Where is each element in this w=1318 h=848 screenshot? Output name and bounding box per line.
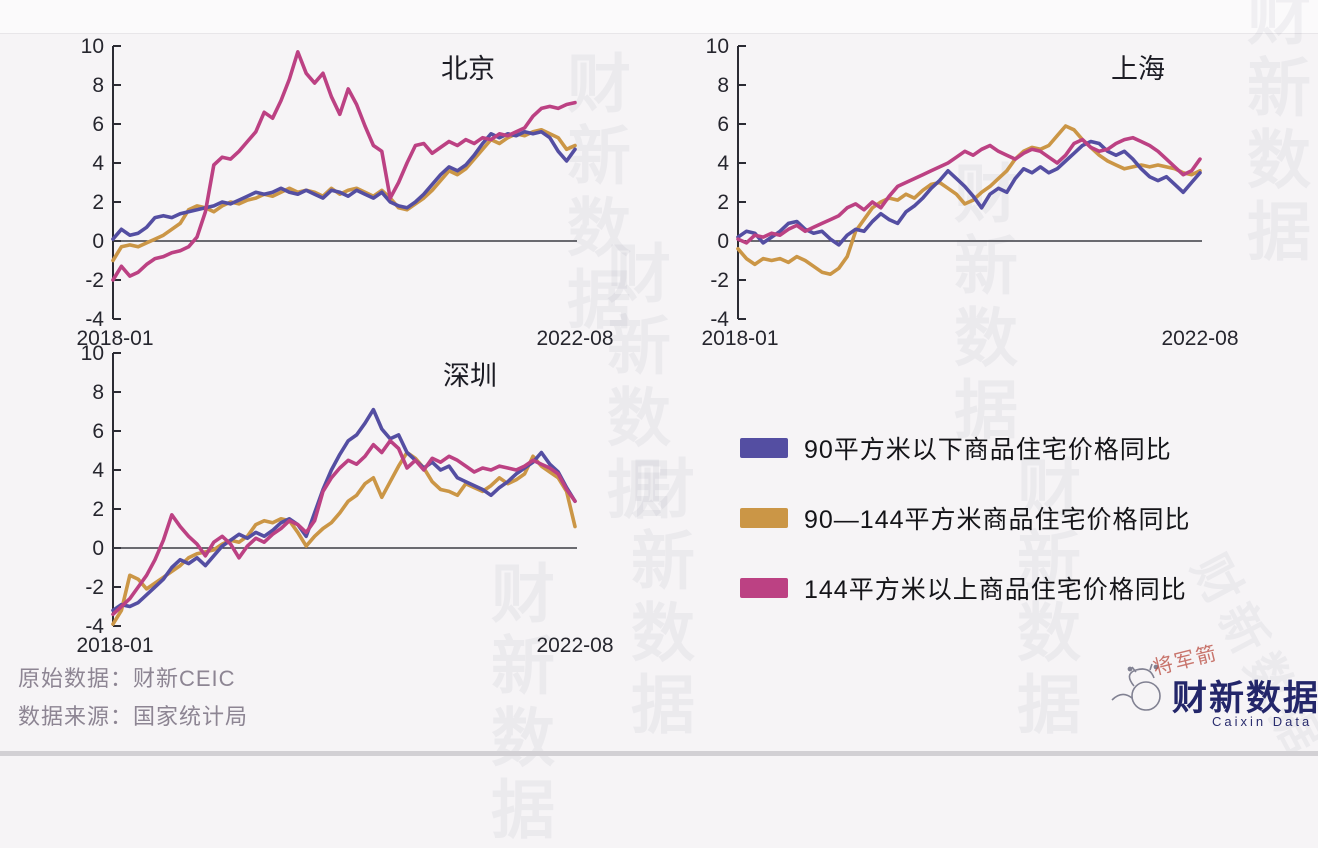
x-axis-label-end: 2022-08 xyxy=(1161,327,1238,350)
line-chart-shanghai-svg: 10 8 6 4 2 0 -2 -4 上海 2018-01 2022-08 xyxy=(701,35,1238,350)
x-axis-label-end: 2022-08 xyxy=(536,634,613,657)
logo-subtitle: Caixin Data xyxy=(1212,714,1313,729)
y-tick-label: -2 xyxy=(710,269,729,292)
x-axis-label-start: 2018-01 xyxy=(76,327,153,350)
series-line xyxy=(111,450,577,626)
y-tick-label: 0 xyxy=(717,230,729,253)
y-tick-label: 4 xyxy=(717,152,729,175)
series-line xyxy=(111,407,577,613)
line-chart-beijing-svg: 10 8 6 4 2 0 -2 -4 北京 2018-01 2022-08 xyxy=(76,35,613,350)
y-tick-label: 10 xyxy=(706,35,729,58)
x-axis-label-start: 2018-01 xyxy=(76,634,153,657)
y-tick-label: 0 xyxy=(92,230,104,253)
y-tick-label: 2 xyxy=(92,191,104,214)
y-tick-label: 8 xyxy=(92,74,104,97)
series-line xyxy=(111,50,577,282)
y-tick-label: 10 xyxy=(81,35,104,58)
y-tick-label: -2 xyxy=(85,576,104,599)
source-line-data-source: 数据来源：国家统计局 xyxy=(18,704,249,729)
y-tick-label: -4 xyxy=(710,308,729,331)
legend-label: 90平方米以下商品住宅价格同比 xyxy=(804,436,1172,464)
y-tick-label: 6 xyxy=(92,113,104,136)
caixin-data-logo: 财新数据 Caixin Data 将军箭 xyxy=(1106,642,1318,746)
legend-item-90-144sqm: 90—144平方米商品住宅价格同比 xyxy=(740,500,1191,536)
series-line xyxy=(736,135,1202,245)
series-line xyxy=(111,130,577,241)
y-tick-label: 0 xyxy=(92,537,104,560)
y-tick-label: 2 xyxy=(92,498,104,521)
chart-title: 深圳 xyxy=(443,361,497,391)
legend-item-under-90sqm: 90平方米以下商品住宅价格同比 xyxy=(740,430,1191,466)
legend: 90平方米以下商品住宅价格同比 90—144平方米商品住宅价格同比 144平方米… xyxy=(740,430,1191,606)
y-tick-label: 10 xyxy=(81,342,104,365)
y-tick-label: 2 xyxy=(717,191,729,214)
legend-swatch-purple xyxy=(740,438,788,458)
legend-label: 90—144平方米商品住宅价格同比 xyxy=(804,506,1191,534)
background-watermark: 财新数据 xyxy=(622,455,694,743)
x-axis-label-end: 2022-08 xyxy=(536,327,613,350)
line-chart-beijing: 10 8 6 4 2 0 -2 -4 北京 2018-01 2022-08 xyxy=(76,35,622,354)
y-tick-label: -2 xyxy=(85,269,104,292)
line-chart-shanghai: 10 8 6 4 2 0 -2 -4 上海 2018-01 2022-08 xyxy=(701,35,1247,354)
y-tick-label: 4 xyxy=(92,459,104,482)
bottom-divider-bar xyxy=(0,751,1318,756)
footer-sources: 原始数据：财新CEIC 数据来源：国家统计局 xyxy=(18,660,248,736)
legend-item-over-144sqm: 144平方米以上商品住宅价格同比 xyxy=(740,570,1191,606)
legend-swatch-magenta xyxy=(740,578,788,598)
series-line xyxy=(111,128,577,263)
y-tick-label: 8 xyxy=(92,381,104,404)
bird-sketch-icon xyxy=(1111,663,1161,711)
logo-wordmark: 财新数据 xyxy=(1172,679,1318,718)
legend-swatch-gold xyxy=(740,508,788,528)
series-line xyxy=(736,139,1202,247)
chart-title: 上海 xyxy=(1111,54,1165,84)
x-axis-label-start: 2018-01 xyxy=(701,327,778,350)
y-tick-label: -4 xyxy=(85,615,104,638)
series-line xyxy=(111,439,577,617)
chart-title: 北京 xyxy=(441,54,495,84)
series-line xyxy=(736,124,1202,276)
line-chart-shenzhen-svg: 10 8 6 4 2 0 -2 -4 深圳 2018-01 2022-08 xyxy=(76,342,613,657)
line-chart-shenzhen: 10 8 6 4 2 0 -2 -4 深圳 2018-01 2022-08 xyxy=(76,342,622,661)
source-line-raw-data: 原始数据：财新CEIC xyxy=(18,666,236,691)
y-tick-label: 4 xyxy=(92,152,104,175)
legend-label: 144平方米以上商品住宅价格同比 xyxy=(804,576,1187,604)
y-tick-label: 8 xyxy=(717,74,729,97)
y-tick-label: 6 xyxy=(717,113,729,136)
y-tick-label: 6 xyxy=(92,420,104,443)
y-tick-label: -4 xyxy=(85,308,104,331)
top-divider-strip xyxy=(0,0,1318,34)
